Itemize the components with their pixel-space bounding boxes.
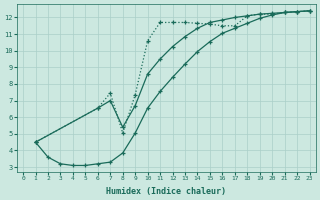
- X-axis label: Humidex (Indice chaleur): Humidex (Indice chaleur): [106, 187, 226, 196]
